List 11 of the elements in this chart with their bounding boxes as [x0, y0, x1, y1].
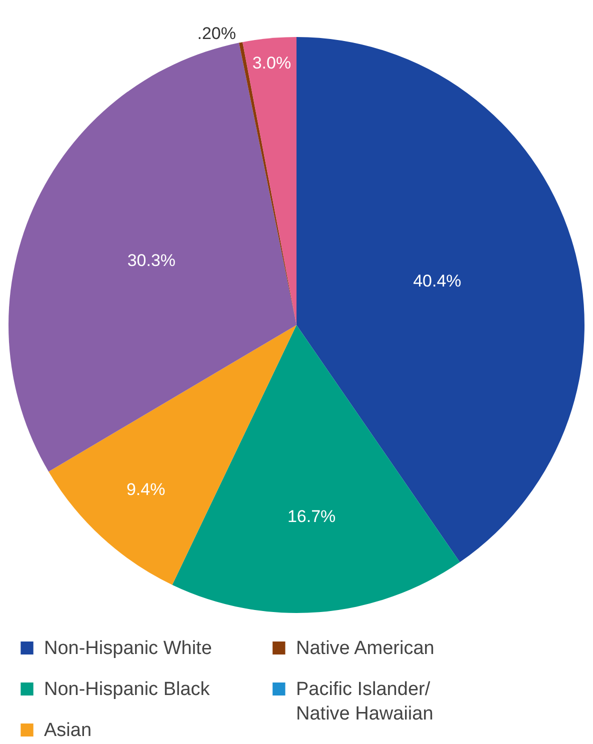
legend-label: Non-Hispanic White [44, 638, 212, 659]
legend-label: Non-Hispanic Black [44, 679, 210, 700]
data-label: 3.0% [252, 53, 292, 72]
data-label: 16.7% [287, 506, 336, 526]
data-label: 40.4% [413, 272, 462, 291]
legend-label: Pacific Islander/ Native Hawaiian [296, 679, 434, 725]
data-label: .20% [197, 24, 236, 43]
legend-label: Asian [44, 720, 92, 741]
data-label: 9.4% [126, 480, 166, 500]
data-label: 30.3% [127, 251, 176, 270]
legend-label: Native American [296, 638, 434, 659]
